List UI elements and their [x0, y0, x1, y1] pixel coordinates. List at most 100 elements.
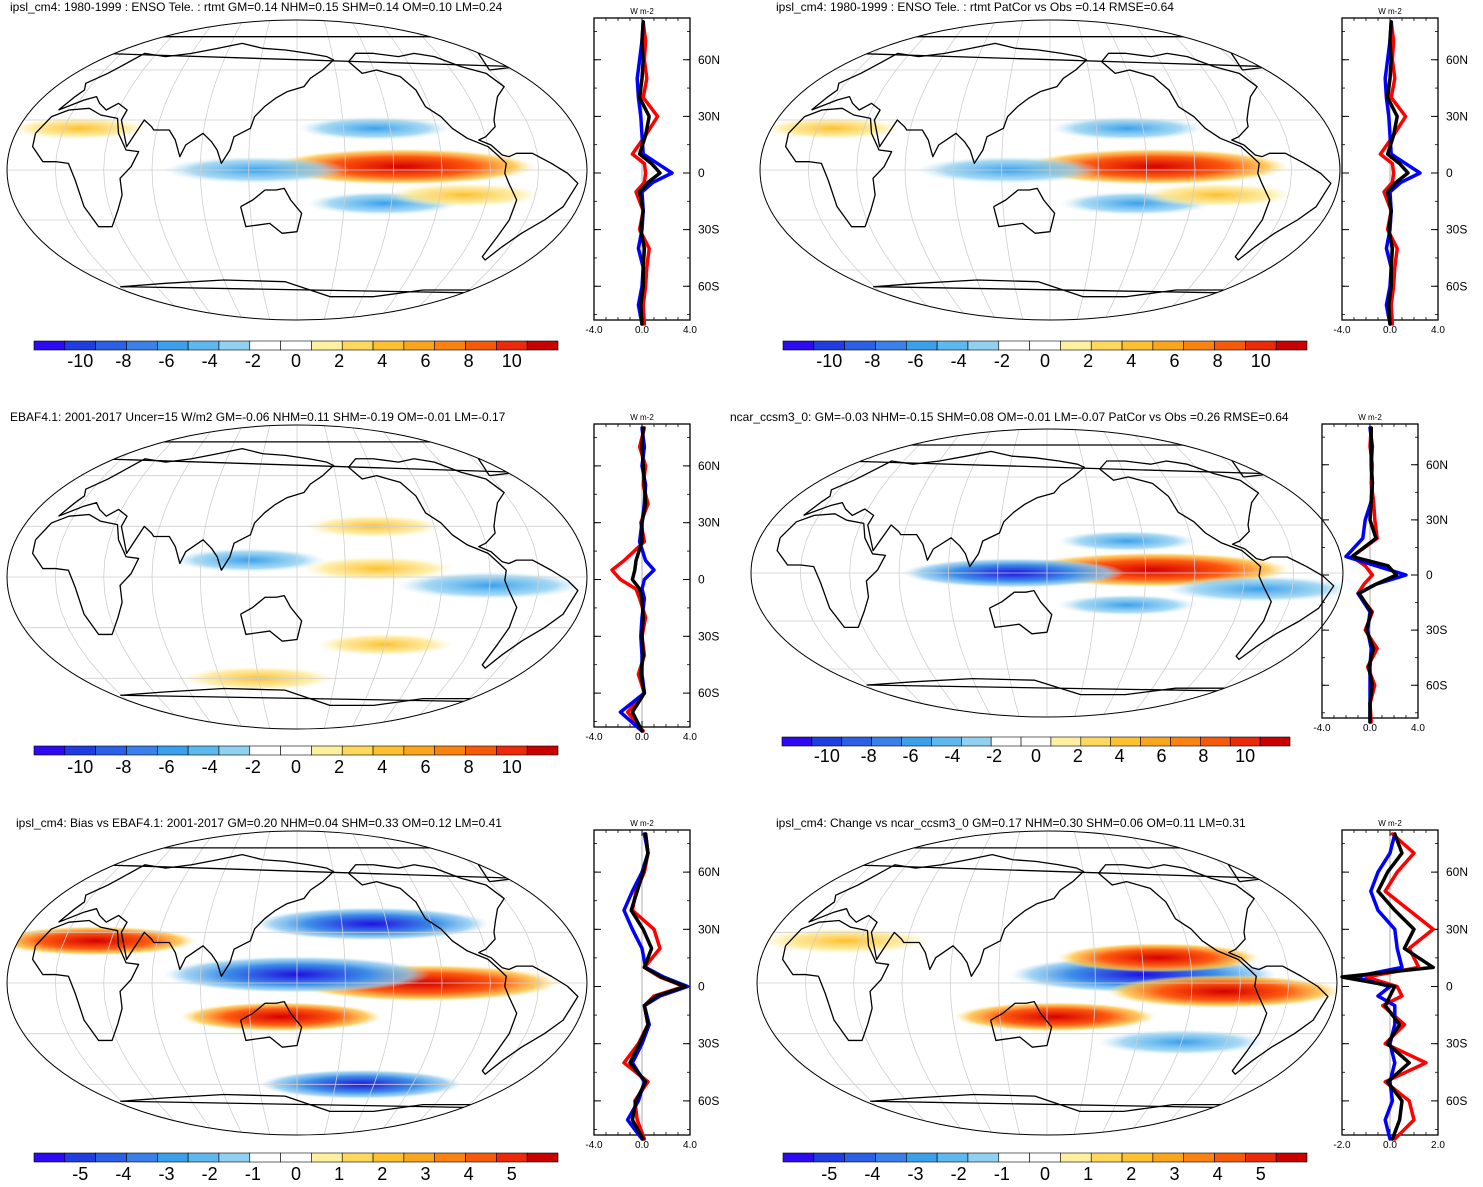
colorbar-box [1121, 1152, 1154, 1163]
colorbar-tick-label: -6 [908, 351, 924, 371]
colorbar-box [33, 745, 66, 756]
coastline-americas [348, 52, 579, 261]
graticule-lon [405, 20, 491, 320]
colorbar-tick-label: -4 [944, 746, 960, 766]
graticule-lon [998, 831, 1021, 1135]
graticule-lon [378, 20, 443, 320]
profile-xtick-label: 0.0 [635, 732, 649, 743]
colorbar-box [960, 736, 992, 747]
colorbar-tick-label: -6 [159, 757, 175, 777]
profile-xtick-label: -4.0 [585, 732, 603, 743]
map-border [6, 19, 588, 321]
colorbar-box [967, 1152, 1000, 1163]
colorbar-tick-label: 0 [1040, 351, 1050, 371]
graticule-lon [54, 831, 162, 1135]
field-anomaly [1164, 576, 1343, 602]
profile-xtick-label: -4.0 [1333, 325, 1351, 336]
colorbar-box [403, 1152, 436, 1163]
colorbar-box [187, 1152, 220, 1163]
colorbar-box [1200, 736, 1231, 747]
colorbar-top-right: -10 -8 -6 -4 -2 0 2 4 6 8 10 [782, 340, 1308, 371]
profile-line-black [637, 20, 662, 326]
graticule-lon [901, 831, 966, 1135]
colorbar-box [156, 1152, 189, 1163]
colorbar-tick-label: 0 [291, 1164, 301, 1184]
colorbar-box [1090, 340, 1123, 351]
colorbar-bottom-left: -5 -4 -3 -2 -1 0 1 2 3 4 5 [33, 1152, 559, 1184]
colorbar-tick-label: -8 [115, 757, 131, 777]
colorbar-box [341, 340, 374, 351]
graticule-lon [799, 429, 909, 717]
map-border [6, 830, 588, 1136]
profile-line-black [1340, 832, 1435, 1141]
colorbar-tick-label: 3 [420, 1164, 430, 1184]
profile-line-black [630, 426, 648, 733]
colorbar-box [1140, 736, 1171, 747]
profile-units: W m-2 [1358, 413, 1382, 422]
map-panel-top-right [759, 19, 1341, 321]
colorbar-box [187, 340, 220, 351]
profile-lat-label: 60N [1446, 53, 1468, 67]
colorbar-tick-label: -2 [245, 351, 261, 371]
field-anomaly [387, 183, 541, 207]
profile-lat-label: 30N [698, 516, 720, 530]
colorbar-box [341, 745, 374, 756]
map-panel-bottom-right [756, 830, 1338, 1136]
map-panel-top-left [6, 19, 588, 321]
colorbar-tick-label: 10 [502, 757, 522, 777]
colorbar-box [1245, 1152, 1277, 1163]
colorbar-tick-label: 0 [1031, 746, 1041, 766]
colorbar-tick-label: 4 [1115, 746, 1125, 766]
colorbar-box [901, 736, 932, 747]
graticule-lon [405, 425, 491, 729]
colorbar-box [1090, 1152, 1123, 1163]
graticule [751, 429, 1343, 717]
colorbar-box [1275, 1152, 1308, 1163]
title-bottom-left: ipsl_cm4: Bias vs EBAF4.1: 2001-2017 GM=… [16, 816, 502, 830]
colorbar-box [1029, 1152, 1061, 1163]
coastline-africa [31, 919, 140, 1042]
colorbar-tick-label: -8 [861, 746, 877, 766]
profile-lat-label: 30S [1446, 223, 1467, 237]
colorbar-box [126, 1152, 158, 1163]
colorbar-box [156, 340, 189, 351]
profile-line-red [1378, 20, 1408, 326]
colorbar-tick-label: 0 [291, 757, 301, 777]
profile-lat-label: 0 [698, 573, 705, 587]
graticule [7, 425, 587, 729]
field-anomaly [1057, 594, 1198, 616]
profile-xtick-label: -4.0 [585, 1140, 603, 1151]
colorbar-box [249, 1152, 281, 1163]
profile-xtick-label: 0.0 [1363, 723, 1377, 734]
map-field [757, 831, 1337, 1135]
profile-xtick-label: 4.0 [1431, 325, 1445, 336]
colorbar-tick-label: 6 [1156, 746, 1166, 766]
profile-lat-label: 30N [1446, 109, 1468, 123]
colorbar-box [1152, 1152, 1185, 1163]
field-anomaly [1140, 183, 1294, 207]
colorbar-box [813, 1152, 845, 1163]
zonal-profile-bottom-left: W m-2 -4.0 0.0 4.0 60N 30N 0 30S 60S [585, 819, 720, 1151]
colorbar-box [1259, 736, 1291, 747]
colorbar-box [781, 736, 813, 747]
graticule-lon [151, 20, 216, 320]
profile-line-black [628, 832, 687, 1141]
colorbar-box [311, 745, 343, 756]
graticule-lon [103, 831, 189, 1135]
zonal-profile-middle-right: W m-2 -4.0 0.0 4.0 60N 30N 0 30S 60S [1313, 413, 1448, 734]
colorbar-tick-label: 2 [1126, 1164, 1136, 1184]
colorbar-box [844, 1152, 876, 1163]
colorbar-box [1110, 736, 1141, 747]
graticule-lon [248, 20, 271, 320]
field-anomaly [300, 556, 454, 581]
field-anomaly [254, 907, 490, 941]
graticule-lon [898, 429, 965, 717]
profile-lat-label: 60S [1446, 1094, 1467, 1108]
colorbar-box [496, 1152, 528, 1163]
colorbar-box [813, 340, 845, 351]
map-field [7, 425, 587, 729]
profile-xtick-label: 4.0 [1411, 723, 1425, 734]
colorbar-box [990, 736, 1022, 747]
colorbar-tick-label: -8 [864, 351, 880, 371]
profile-lat-label: 60N [1446, 865, 1468, 879]
